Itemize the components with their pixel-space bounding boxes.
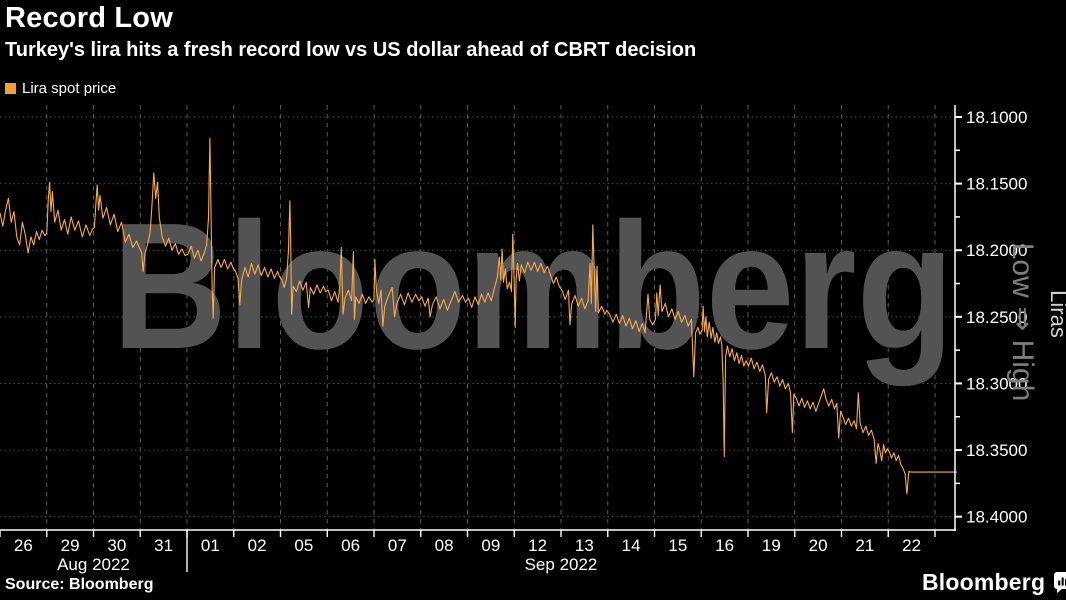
- month-label: Aug 2022: [57, 555, 130, 574]
- x-tick-label: 05: [294, 536, 313, 555]
- x-tick-label: 07: [388, 536, 407, 555]
- y-tick-label: 18.3500: [966, 441, 1027, 460]
- y-tick-label: 18.2000: [966, 241, 1027, 260]
- watermark-text: Bloomberg: [112, 186, 954, 387]
- x-tick-label: 01: [201, 536, 220, 555]
- x-tick-label: 21: [855, 536, 874, 555]
- x-tick-label: 08: [435, 536, 454, 555]
- x-tick-label: 06: [341, 536, 360, 555]
- lira-spot-price-line: [0, 137, 911, 495]
- legend-swatch: [5, 83, 16, 94]
- gridlines: [0, 105, 955, 530]
- month-label: Sep 2022: [525, 555, 598, 574]
- y-axis-unit-label: Liras: [1046, 290, 1066, 338]
- legend-label: Lira spot price: [22, 80, 117, 97]
- x-tick-label: 12: [528, 536, 547, 555]
- x-tick-label: 14: [622, 536, 641, 555]
- x-tick-label: 26: [14, 536, 33, 555]
- page-title: Record Low: [5, 2, 173, 34]
- bloomberg-chart-bubble-icon: [1054, 572, 1066, 593]
- source-credit: Source: Bloomberg: [5, 576, 154, 593]
- x-tick-label: 15: [668, 536, 687, 555]
- price-line-series: [0, 137, 957, 495]
- x-tick-label: 16: [715, 536, 734, 555]
- x-tick-label: 09: [481, 536, 500, 555]
- bloomberg-logo-text: Bloomberg: [922, 569, 1046, 595]
- y-tick-label: 18.4000: [966, 508, 1027, 527]
- x-tick-label: 02: [248, 536, 267, 555]
- x-tick-label: 31: [154, 536, 173, 555]
- x-tick-label: 22: [902, 536, 921, 555]
- x-tick-label: 20: [809, 536, 828, 555]
- x-tick-label: 19: [762, 536, 781, 555]
- y-axis-direction-annotation: Low ⇒ High: [1006, 243, 1039, 402]
- axes: [0, 105, 962, 572]
- y-tick-label: 18.2500: [966, 308, 1027, 327]
- x-tick-label: 29: [61, 536, 80, 555]
- y-tick-label: 18.1000: [966, 108, 1027, 127]
- chart-subtitle: Turkey's lira hits a fresh record low vs…: [5, 39, 697, 61]
- bloomberg-logo: Bloomberg: [922, 569, 1066, 596]
- x-tick-label: 30: [107, 536, 126, 555]
- axis-labels: 18.1000 18.1500 18.2000 18.2500 18.3000 18.35…: [14, 108, 1028, 574]
- y-tick-label: 18.3000: [966, 374, 1027, 393]
- x-tick-label: 13: [575, 536, 594, 555]
- legend: Lira spot price: [5, 80, 116, 97]
- y-tick-label: 18.1500: [966, 175, 1027, 194]
